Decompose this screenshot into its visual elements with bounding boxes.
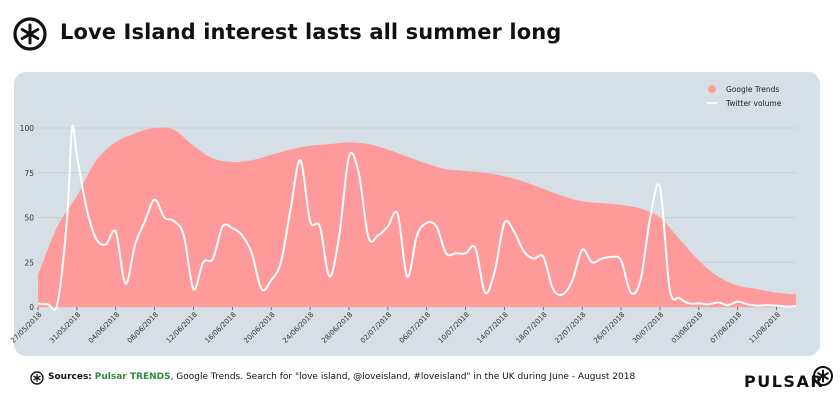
y-tick-label: 50 bbox=[24, 214, 34, 223]
x-tick-label: 02/07/2018 bbox=[359, 311, 393, 345]
series-google-trends-area bbox=[38, 127, 796, 307]
source-star-icon bbox=[30, 371, 44, 385]
x-tick-label: 16/06/2018 bbox=[204, 311, 238, 345]
x-tick-label: 10/07/2018 bbox=[437, 311, 471, 345]
source-brand: Pulsar TRENDS bbox=[94, 372, 171, 382]
source-label: Sources: bbox=[48, 372, 92, 382]
pulsar-logo-icon bbox=[13, 17, 47, 51]
y-tick-label: 75 bbox=[24, 169, 34, 178]
x-tick-label: 06/07/2018 bbox=[398, 311, 432, 345]
x-tick-label: 28/06/2018 bbox=[320, 311, 354, 345]
x-tick-label: 22/07/2018 bbox=[553, 311, 587, 345]
x-tick-label: 11/08/2018 bbox=[748, 311, 782, 345]
area-layer bbox=[38, 127, 796, 307]
x-tick-label: 12/06/2018 bbox=[165, 311, 199, 345]
chart-title: Love Island interest lasts all summer lo… bbox=[60, 20, 562, 44]
x-tick-label: 07/08/2018 bbox=[709, 311, 743, 345]
pulsar-wordmark: PULSAR bbox=[744, 372, 825, 391]
x-tick-label: 27/05/2018 bbox=[9, 311, 43, 345]
x-tick-label: 18/07/2018 bbox=[515, 311, 549, 345]
x-tick-label: 24/06/2018 bbox=[281, 311, 315, 345]
legend-label-google-trends: Google Trends bbox=[726, 85, 779, 94]
source-text: , Google Trends. Search for "love island… bbox=[170, 372, 636, 382]
y-tick-label: 25 bbox=[24, 258, 34, 267]
y-tick-label: 0 bbox=[29, 303, 34, 312]
line-layer bbox=[37, 124, 797, 312]
legend-label-twitter-volume: Twitter volume bbox=[725, 99, 782, 108]
x-tick-label: 04/06/2018 bbox=[87, 311, 121, 345]
pulsar-corner-icon bbox=[813, 366, 833, 386]
x-tick-label: 31/05/2018 bbox=[48, 311, 82, 345]
x-tick-label: 20/06/2018 bbox=[242, 311, 276, 345]
source-note: Sources: Pulsar TRENDS, Google Trends. S… bbox=[48, 372, 635, 382]
legend-swatch-google-trends bbox=[708, 85, 716, 93]
x-tick-label: 08/06/2018 bbox=[126, 311, 160, 345]
y-tick-label: 100 bbox=[20, 124, 35, 133]
x-tick-label: 26/07/2018 bbox=[592, 311, 626, 345]
x-tick-label: 03/08/2018 bbox=[670, 311, 704, 345]
legend: Google Trends Twitter volume bbox=[707, 85, 782, 108]
x-tick-label: 30/07/2018 bbox=[631, 311, 665, 345]
x-tick-label: 14/07/2018 bbox=[476, 311, 510, 345]
series-twitter-volume-line bbox=[37, 124, 797, 312]
chart: 0 25 50 75 100 27/05/2018 31/05/2018 04/06/2018… bbox=[9, 85, 797, 345]
